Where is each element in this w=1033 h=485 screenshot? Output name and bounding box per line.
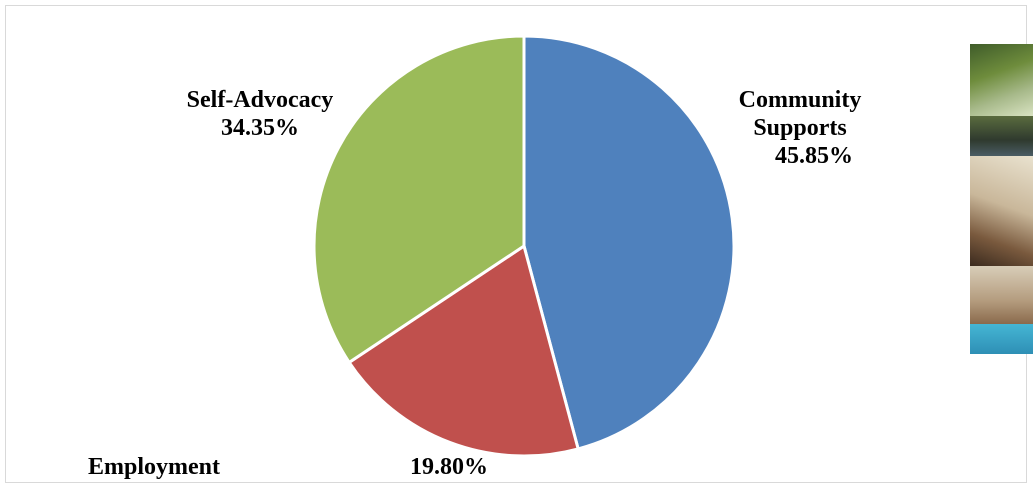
photo-thumbnail [970, 44, 1033, 354]
label-community-supports-name-1: Community [738, 87, 862, 113]
label-self-advocacy: Self-Advocacy 34.35% [150, 86, 370, 142]
label-self-advocacy-name: Self-Advocacy [186, 87, 334, 113]
label-self-advocacy-value: 34.35% [221, 115, 299, 141]
label-employment-name: Employment [88, 454, 220, 480]
label-community-supports-name-2: Supports [753, 115, 847, 141]
slice-employment [347, 244, 580, 458]
slice-self-advocacy [312, 34, 526, 364]
slice-community-supports [522, 34, 736, 451]
label-community-supports: Community Supports 45.85% [700, 86, 900, 170]
label-employment-value: 19.80% [410, 454, 488, 480]
label-community-supports-value: 45.85% [775, 143, 853, 169]
